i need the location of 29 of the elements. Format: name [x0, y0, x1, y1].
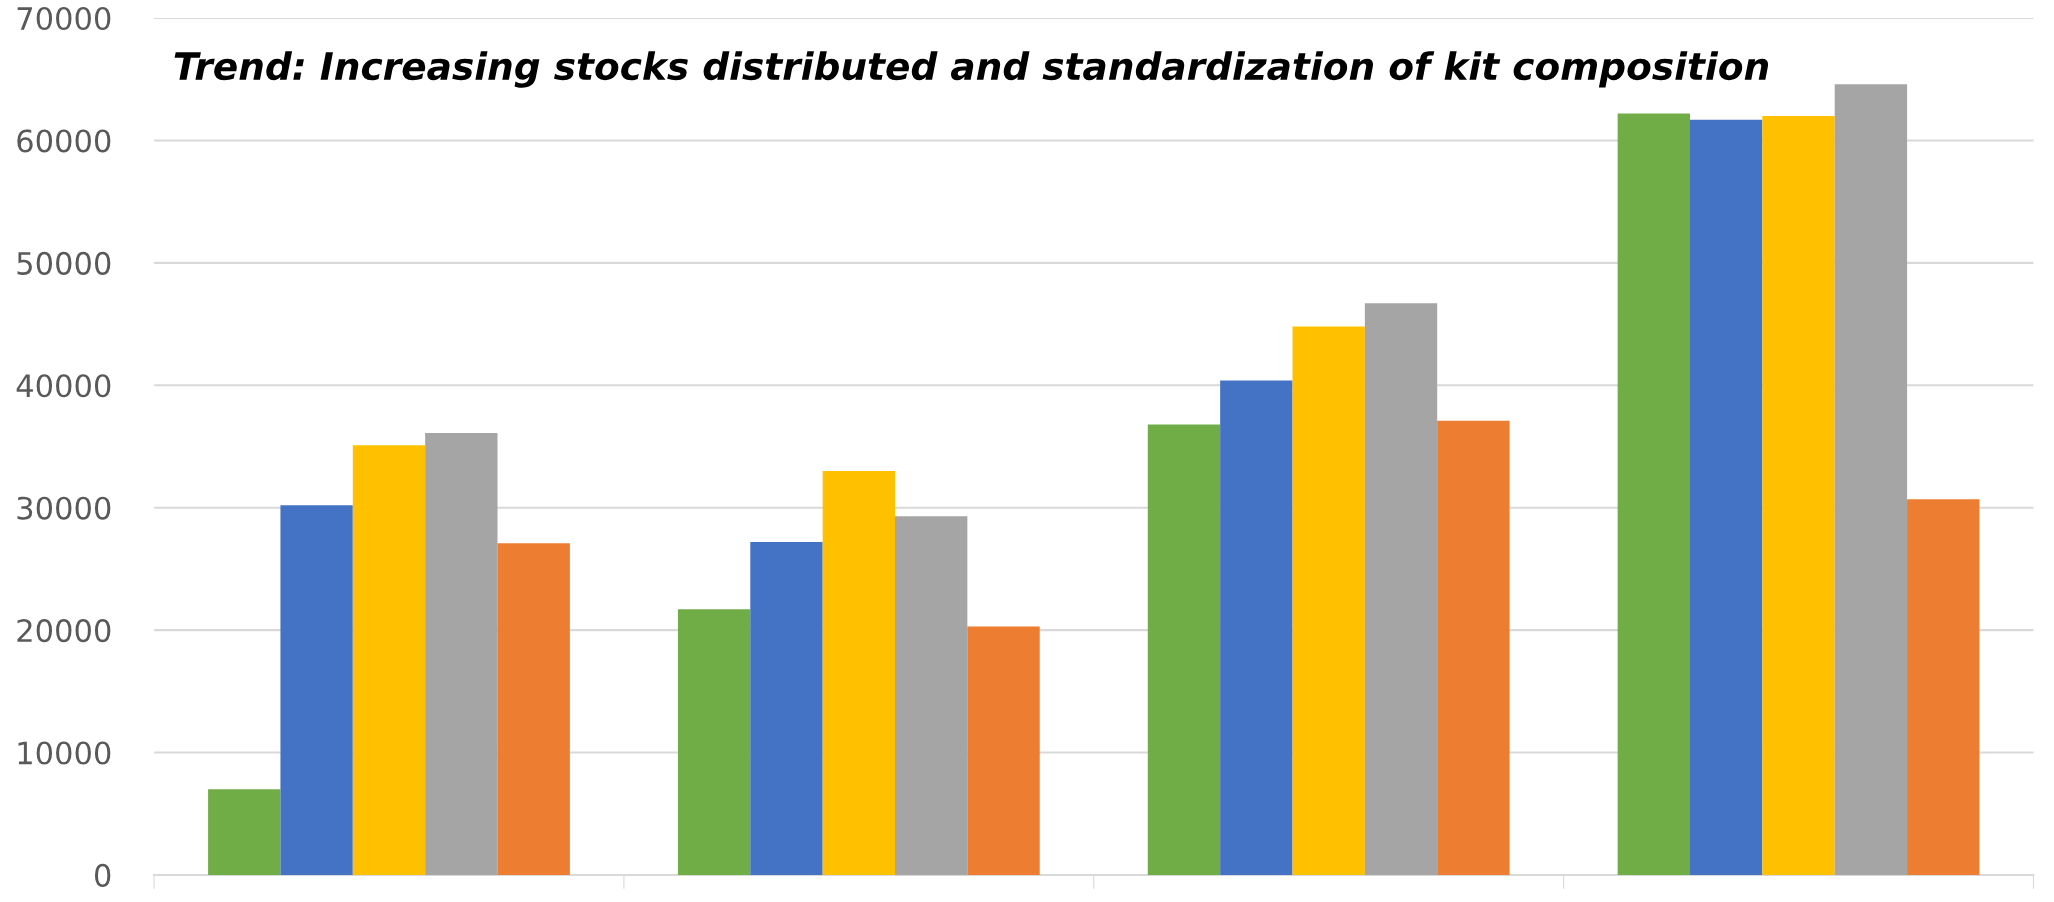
bar — [1292, 326, 1365, 875]
bar — [1147, 424, 1221, 875]
bar — [1834, 84, 1908, 875]
annotation: Trend: Increasing stocks distributed and standardization of kit composition — [174, 51, 1769, 88]
bar — [425, 433, 498, 875]
bar — [352, 445, 426, 875]
bar — [1617, 113, 1690, 875]
bar — [967, 626, 1040, 875]
bar — [1690, 119, 1763, 875]
y-tick-label: 40000 — [16, 374, 111, 398]
bar — [1907, 499, 1980, 875]
bar — [1220, 380, 1293, 875]
bar — [208, 789, 281, 875]
bar — [895, 516, 968, 875]
y-tick-label: 20000 — [17, 619, 111, 643]
bar — [750, 541, 823, 875]
y-tick-label: 60000 — [17, 129, 111, 153]
y-tick-label: 30000 — [17, 496, 111, 520]
y-tick-label: 0 — [94, 863, 111, 887]
y-tick-label: 50000 — [17, 251, 111, 275]
bar — [677, 609, 751, 875]
bar — [1364, 303, 1438, 875]
bar — [497, 543, 570, 875]
bar — [1437, 420, 1510, 875]
bar — [1762, 115, 1835, 875]
y-tick-label: 10000 — [18, 741, 111, 765]
y-tick-label: 70000 — [17, 6, 111, 31]
bar — [280, 505, 353, 875]
bar — [822, 470, 896, 875]
